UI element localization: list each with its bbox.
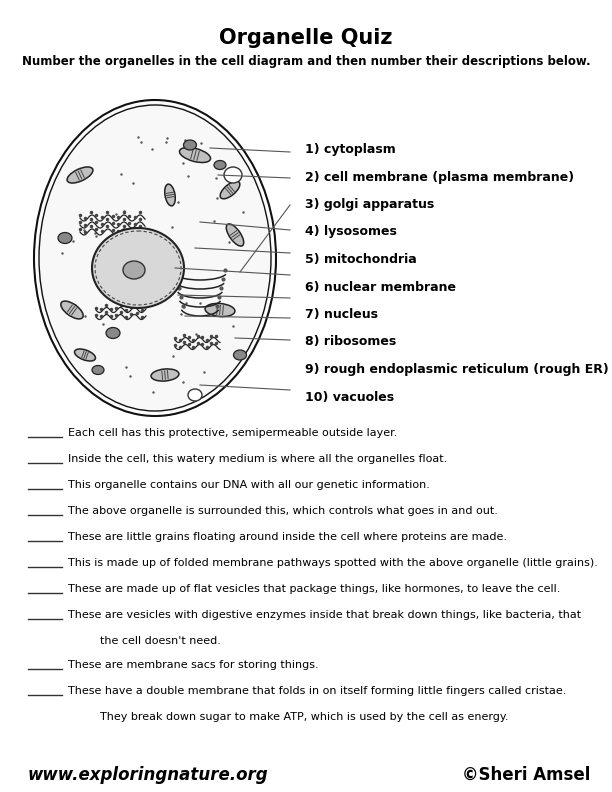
Text: ©Sheri Amsel: ©Sheri Amsel <box>461 766 590 784</box>
Text: 9) rough endoplasmic reticulum (rough ER): 9) rough endoplasmic reticulum (rough ER… <box>305 363 609 376</box>
Text: Inside the cell, this watery medium is where all the organelles float.: Inside the cell, this watery medium is w… <box>68 454 447 464</box>
Ellipse shape <box>188 389 202 401</box>
Ellipse shape <box>220 181 240 199</box>
Text: Number the organelles in the cell diagram and then number their descriptions bel: Number the organelles in the cell diagra… <box>21 55 591 68</box>
Text: 10) vacuoles: 10) vacuoles <box>305 390 394 403</box>
Text: 6) nuclear membrane: 6) nuclear membrane <box>305 280 456 294</box>
Ellipse shape <box>123 261 145 279</box>
Ellipse shape <box>226 224 244 246</box>
Ellipse shape <box>58 233 72 243</box>
Text: These are membrane sacs for storing things.: These are membrane sacs for storing thin… <box>68 660 319 670</box>
Ellipse shape <box>165 184 175 206</box>
Text: Each cell has this protective, semipermeable outside layer.: Each cell has this protective, semiperme… <box>68 428 397 438</box>
Text: 5) mitochondria: 5) mitochondria <box>305 253 417 266</box>
Text: These are little grains floating around inside the cell where proteins are made.: These are little grains floating around … <box>68 532 507 542</box>
Text: 1) cytoplasm: 1) cytoplasm <box>305 143 396 156</box>
Text: 4) lysosomes: 4) lysosomes <box>305 226 397 238</box>
Ellipse shape <box>92 228 184 308</box>
Ellipse shape <box>75 349 95 361</box>
Ellipse shape <box>179 147 211 162</box>
Text: The above organelle is surrounded this, which controls what goes in and out.: The above organelle is surrounded this, … <box>68 506 498 516</box>
Ellipse shape <box>184 140 196 150</box>
Ellipse shape <box>106 328 120 338</box>
Ellipse shape <box>224 167 242 183</box>
Ellipse shape <box>234 350 247 360</box>
Text: This is made up of folded membrane pathways spotted with the above organelle (li: This is made up of folded membrane pathw… <box>68 558 598 568</box>
Text: They break down sugar to make ATP, which is used by the cell as energy.: They break down sugar to make ATP, which… <box>100 712 509 722</box>
Text: 3) golgi apparatus: 3) golgi apparatus <box>305 198 435 211</box>
Text: These are vesicles with digestive enzymes inside that break down things, like ba: These are vesicles with digestive enzyme… <box>68 610 581 620</box>
Ellipse shape <box>67 167 93 183</box>
Text: the cell doesn't need.: the cell doesn't need. <box>100 636 221 646</box>
Ellipse shape <box>61 301 83 319</box>
Text: Organelle Quiz: Organelle Quiz <box>219 28 393 48</box>
Ellipse shape <box>205 303 235 317</box>
Ellipse shape <box>37 103 273 413</box>
Ellipse shape <box>92 365 104 375</box>
Text: This organelle contains our DNA with all our genetic information.: This organelle contains our DNA with all… <box>68 480 430 490</box>
Text: www.exploringnature.org: www.exploringnature.org <box>28 766 269 784</box>
Text: 8) ribosomes: 8) ribosomes <box>305 336 396 348</box>
Text: These are made up of flat vesicles that package things, like hormones, to leave : These are made up of flat vesicles that … <box>68 584 561 594</box>
Text: These have a double membrane that folds in on itself forming little fingers call: These have a double membrane that folds … <box>68 686 566 696</box>
Ellipse shape <box>151 369 179 381</box>
Text: 2) cell membrane (plasma membrane): 2) cell membrane (plasma membrane) <box>305 170 574 184</box>
Text: 7) nucleus: 7) nucleus <box>305 308 378 321</box>
Ellipse shape <box>214 161 226 169</box>
